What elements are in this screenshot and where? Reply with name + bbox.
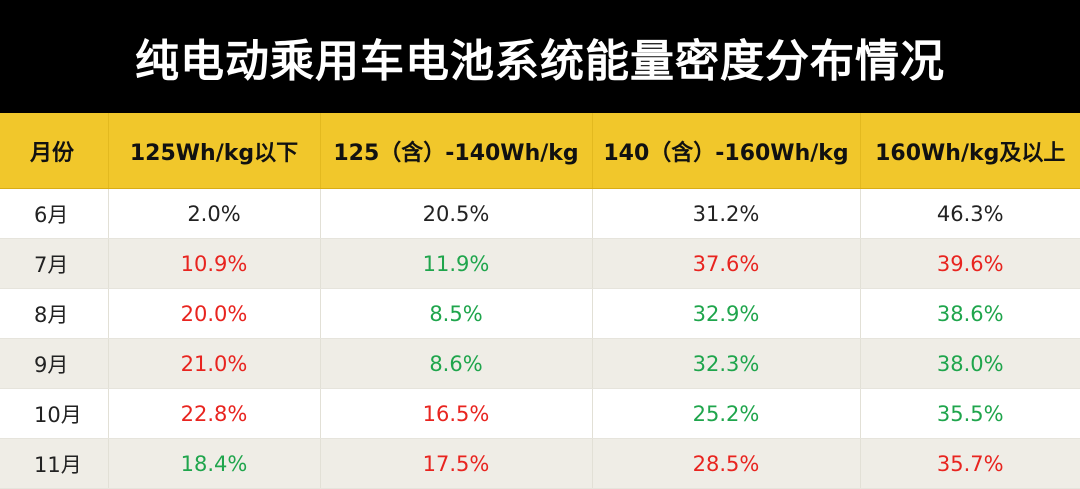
header-cell-140-160: 140（含）-160Wh/kg xyxy=(592,113,861,189)
month-cell: 10月 xyxy=(0,388,109,439)
value-cell: 38.0% xyxy=(860,338,1080,389)
table-row: 7月 10.9% 11.9% 37.6% 39.6% xyxy=(0,238,1080,289)
table-body: 6月 2.0% 20.5% 31.2% 46.3% 7月 10.9% 11.9% 37.6% 39… xyxy=(0,188,1080,489)
value-cell: 20.0% xyxy=(108,288,321,339)
month-cell: 6月 xyxy=(0,188,109,239)
table-row: 8月 20.0% 8.5% 32.9% 38.6% xyxy=(0,288,1080,339)
table-row: 9月 21.0% 8.6% 32.3% 38.0% xyxy=(0,338,1080,389)
table-row: 6月 2.0% 20.5% 31.2% 46.3% xyxy=(0,188,1080,239)
month-cell: 7月 xyxy=(0,238,109,289)
table-row: 10月 22.8% 16.5% 25.2% 35.5% xyxy=(0,388,1080,439)
value-cell: 10.9% xyxy=(108,238,321,289)
value-cell: 32.3% xyxy=(592,338,861,389)
table-row: 11月 18.4% 17.5% 28.5% 35.7% xyxy=(0,438,1080,489)
month-cell: 8月 xyxy=(0,288,109,339)
value-cell: 25.2% xyxy=(592,388,861,439)
value-cell: 21.0% xyxy=(108,338,321,389)
value-cell: 17.5% xyxy=(320,438,593,489)
header-cell-below-125: 125Wh/kg以下 xyxy=(108,113,321,189)
value-cell: 8.6% xyxy=(320,338,593,389)
header-cell-160-above: 160Wh/kg及以上 xyxy=(860,113,1080,189)
month-cell: 9月 xyxy=(0,338,109,389)
value-cell: 35.7% xyxy=(860,438,1080,489)
value-cell: 11.9% xyxy=(320,238,593,289)
value-cell: 35.5% xyxy=(860,388,1080,439)
value-cell: 32.9% xyxy=(592,288,861,339)
header-row: 月份 125Wh/kg以下 125（含）-140Wh/kg 140（含）-160… xyxy=(0,113,1080,189)
header-cell-month: 月份 xyxy=(0,113,109,189)
value-cell: 39.6% xyxy=(860,238,1080,289)
value-cell: 22.8% xyxy=(108,388,321,439)
value-cell: 8.5% xyxy=(320,288,593,339)
value-cell: 37.6% xyxy=(592,238,861,289)
value-cell: 46.3% xyxy=(860,188,1080,239)
value-cell: 31.2% xyxy=(592,188,861,239)
header-cell-125-140: 125（含）-140Wh/kg xyxy=(320,113,593,189)
value-cell: 38.6% xyxy=(860,288,1080,339)
value-cell: 20.5% xyxy=(320,188,593,239)
chart-title: 纯电动乘用车电池系统能量密度分布情况 xyxy=(0,0,1080,113)
value-cell: 28.5% xyxy=(592,438,861,489)
month-cell: 11月 xyxy=(0,438,109,489)
value-cell: 2.0% xyxy=(108,188,321,239)
value-cell: 16.5% xyxy=(320,388,593,439)
data-table: 月份 125Wh/kg以下 125（含）-140Wh/kg 140（含）-160… xyxy=(0,113,1080,489)
value-cell: 18.4% xyxy=(108,438,321,489)
